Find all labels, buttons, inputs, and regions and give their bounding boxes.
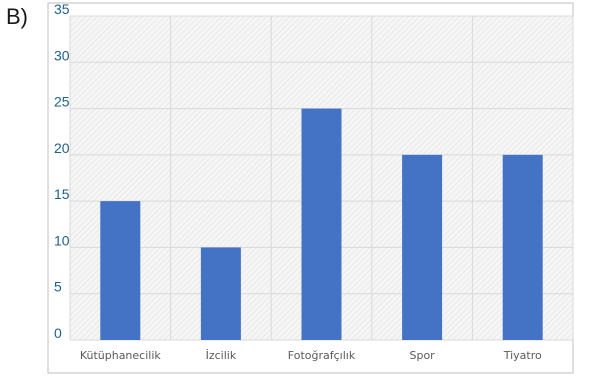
x-tick-label: İzcilik xyxy=(206,349,237,362)
y-axis-ticks: 0 5 10 15 20 25 30 35 xyxy=(54,1,70,341)
y-tick-label: 20 xyxy=(54,140,70,156)
y-tick-label: 5 xyxy=(54,279,62,295)
x-axis-ticks: Kütüphanecilik İzcilik Fotoğrafçılık Spor Ti… xyxy=(80,349,542,362)
y-tick-label: 25 xyxy=(54,94,70,110)
x-tick-label: Fotoğrafçılık xyxy=(288,349,356,362)
bar xyxy=(402,154,443,340)
x-tick-label: Spor xyxy=(409,349,435,362)
y-tick-label: 10 xyxy=(54,232,70,248)
y-tick-label: 30 xyxy=(54,47,70,63)
bar xyxy=(200,247,241,340)
bar xyxy=(301,108,342,340)
x-tick-label: Kütüphanecilik xyxy=(80,349,162,362)
bar xyxy=(100,201,141,340)
y-tick-label: 35 xyxy=(54,1,70,17)
bar xyxy=(502,154,543,340)
x-tick-label: Tiyatro xyxy=(503,349,542,362)
option-label: B) xyxy=(6,4,28,29)
y-tick-label: 15 xyxy=(54,186,70,202)
y-tick-label: 0 xyxy=(54,325,62,341)
bars xyxy=(100,108,543,340)
